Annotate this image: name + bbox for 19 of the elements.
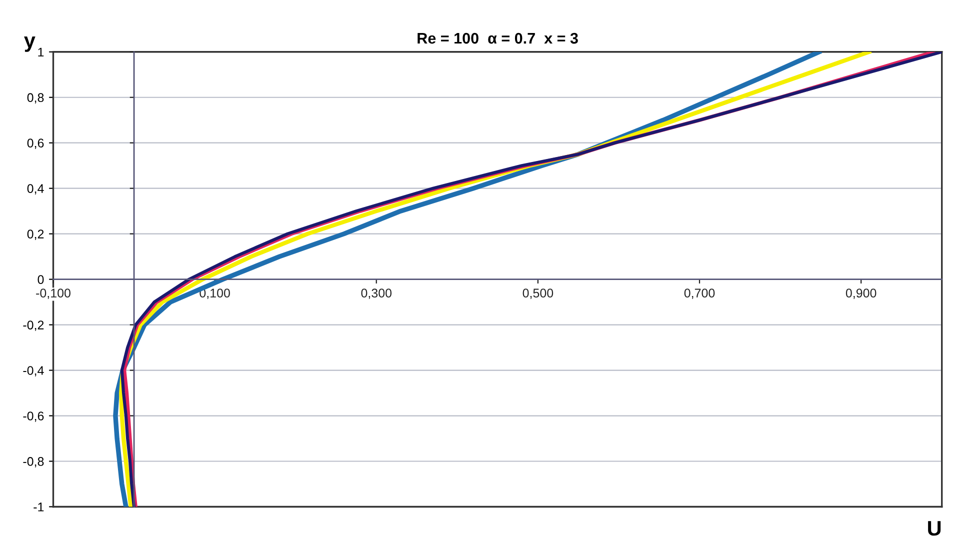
y-tick-label: 0,4	[27, 184, 44, 194]
x-tick-label: 0,500	[522, 288, 554, 299]
y-tick-label: -0,6	[23, 412, 44, 422]
x-tick-label: -0,100	[36, 288, 70, 299]
y-axis-title: y	[24, 36, 36, 52]
y-tick-label: -0,4	[23, 366, 44, 376]
x-axis-title: U	[928, 521, 941, 536]
y-tick-label: 0	[38, 275, 44, 284]
y-tick-label: 0,8	[27, 93, 44, 104]
y-tick-label: 0,2	[27, 230, 44, 240]
y-tick-label: -1	[34, 502, 44, 512]
y-tick-label: -0,2	[23, 320, 44, 331]
y-tick-label: 0,6	[27, 138, 44, 149]
x-tick-label: 0,300	[361, 288, 392, 299]
y-tick-label: 1	[38, 48, 44, 56]
x-tick-label: 0,700	[684, 288, 715, 299]
x-tick-label: 0,900	[846, 288, 876, 299]
chart-title: Re = 100 α = 0.7 x = 3	[418, 32, 578, 44]
y-tick-label: -0,8	[23, 457, 44, 468]
